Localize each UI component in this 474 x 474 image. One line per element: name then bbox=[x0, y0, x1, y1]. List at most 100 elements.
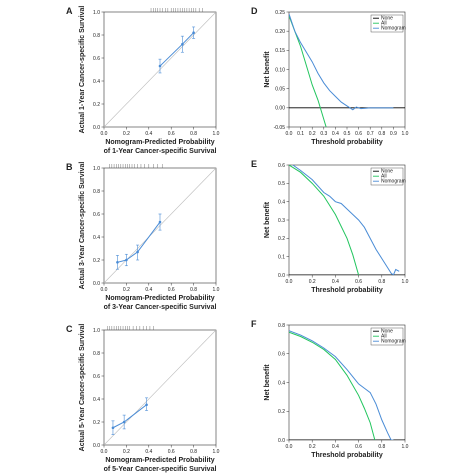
y-tick-label: 0.20 bbox=[275, 29, 285, 35]
x-tick-label: 0.4 bbox=[332, 131, 339, 137]
y-axis-label: Actual 5-Year Cancer-specific Survival bbox=[79, 324, 86, 452]
x-tick-label: 0.6 bbox=[168, 131, 175, 137]
plot-frame bbox=[103, 329, 217, 446]
x-tick-label: 0.0 bbox=[286, 131, 293, 137]
calibration-point bbox=[158, 220, 162, 224]
panel-label: F bbox=[251, 319, 257, 329]
legend-entry: All bbox=[381, 174, 387, 180]
calibration-point bbox=[145, 403, 148, 407]
y-tick-label: 0.5 bbox=[278, 181, 285, 187]
x-axis-label: of 3-Year Cancer-specific Survival bbox=[104, 304, 217, 311]
x-axis-label: Nomogram-Predicted Probability bbox=[105, 295, 214, 302]
legend-entry: All bbox=[381, 21, 387, 27]
y-tick-label: 0.4 bbox=[93, 79, 100, 85]
calibration-line bbox=[117, 221, 161, 263]
series-line-all bbox=[289, 331, 376, 440]
series-line-all bbox=[289, 15, 327, 127]
y-tick-label: 0.8 bbox=[278, 323, 285, 329]
legend-entry: All bbox=[381, 334, 387, 340]
y-tick-label: 0.10 bbox=[275, 67, 285, 73]
x-tick-label: 0.4 bbox=[145, 449, 152, 455]
panel-f: F 0.0 0.2 0.4 0.6 0.8 1.0 0.0 0.2 0.4 0.6 0.8 Thresh… bbox=[251, 319, 409, 459]
calibration-point bbox=[136, 250, 139, 254]
y-axis-label: Net benefit bbox=[264, 364, 271, 401]
x-tick-label: 0.3 bbox=[320, 131, 327, 137]
y-tick-label: 1.0 bbox=[93, 166, 100, 172]
calibration-point bbox=[111, 426, 115, 430]
x-tick-label: 0.9 bbox=[390, 131, 397, 137]
y-tick-label: 0.25 bbox=[275, 10, 285, 16]
x-tick-label: 0.0 bbox=[101, 449, 108, 455]
y-tick-label: 0.00 bbox=[275, 106, 285, 112]
y-tick-label: 0.8 bbox=[93, 189, 100, 195]
x-tick-label: 0.2 bbox=[309, 444, 316, 450]
calibration-line bbox=[112, 404, 147, 429]
legend-entry: None bbox=[381, 169, 393, 175]
x-axis-label: Threshold probability bbox=[311, 287, 383, 294]
x-tick-label: 0.0 bbox=[101, 287, 108, 293]
panel-label: D bbox=[251, 6, 258, 16]
y-axis-label: Net benefit bbox=[264, 51, 271, 88]
x-tick-label: 1.0 bbox=[402, 444, 409, 450]
y-tick-label: 0.0 bbox=[93, 443, 100, 449]
series-line-nomogram bbox=[289, 330, 394, 440]
calibration-point bbox=[116, 261, 119, 264]
x-tick-label: 0.6 bbox=[168, 287, 175, 293]
x-tick-label: 0.6 bbox=[355, 131, 362, 137]
x-tick-label: 0.6 bbox=[355, 444, 362, 450]
x-axis-label: of 5-Year Cancer-specific Survival bbox=[104, 466, 217, 473]
y-tick-label: -0.05 bbox=[274, 125, 286, 131]
x-tick-label: 0.2 bbox=[123, 287, 130, 293]
panel-label: C bbox=[66, 324, 73, 334]
panel-c: C 0.0 0.2 0.4 0.6 0.8 1.0 0.0 0.2 0.4 0.6 0.8 1.0 Nom… bbox=[66, 324, 220, 473]
x-axis-label: Threshold probability bbox=[311, 139, 383, 146]
legend-entry: Nomogram bbox=[381, 339, 406, 345]
x-tick-label: 0.0 bbox=[286, 444, 293, 450]
panel-label: B bbox=[66, 162, 73, 172]
legend-entry: Nomogram bbox=[381, 179, 406, 185]
y-tick-label: 0.4 bbox=[278, 199, 285, 205]
calibration-point bbox=[192, 31, 195, 34]
legend-entry: None bbox=[381, 329, 393, 335]
calibration-line bbox=[159, 32, 194, 67]
x-tick-label: 0.4 bbox=[145, 131, 152, 137]
y-tick-label: 0.6 bbox=[278, 163, 285, 169]
x-tick-label: 1.0 bbox=[402, 279, 409, 285]
panel-e: E 0.0 0.2 0.4 0.6 0.8 1.0 0.0 0.1 0.2 0.3 0.4 0.5 0.6… bbox=[251, 159, 409, 294]
panel-label: E bbox=[251, 159, 257, 169]
x-tick-label: 0.2 bbox=[123, 131, 130, 137]
y-tick-label: 0.6 bbox=[93, 56, 100, 62]
series-line-nomogram bbox=[292, 165, 400, 275]
x-tick-label: 0.0 bbox=[286, 279, 293, 285]
y-tick-label: 0.8 bbox=[93, 33, 100, 39]
y-tick-label: 0.2 bbox=[93, 102, 100, 108]
x-tick-label: 1.0 bbox=[213, 131, 220, 137]
panel-label: A bbox=[66, 6, 73, 16]
panel-b: B 0.0 0.2 0.4 0.6 0.8 1.0 0.0 0.2 0.4 0.6 0.8 1.0 Nom… bbox=[66, 162, 220, 311]
x-tick-label: 0.1 bbox=[297, 131, 304, 137]
y-tick-label: 0.0 bbox=[93, 281, 100, 287]
y-tick-label: 0.0 bbox=[278, 438, 285, 444]
y-tick-label: 0.6 bbox=[93, 212, 100, 218]
calibration-point bbox=[181, 42, 184, 46]
panel-a: A 0.0 0.2 0.4 0.6 0.8 1.0 0.0 0.2 0.4 0.6 0.8 1.0 Nom… bbox=[66, 6, 220, 155]
y-tick-label: 0.2 bbox=[93, 258, 100, 264]
series-line-all bbox=[289, 165, 360, 275]
series-line-nomogram bbox=[289, 13, 394, 111]
x-tick-label: 0.2 bbox=[309, 131, 316, 137]
y-axis-label: Actual 1-Year Cancer-specific Survival bbox=[79, 6, 86, 134]
x-axis-label: of 1-Year Cancer-specific Survival bbox=[104, 148, 217, 155]
y-tick-label: 0.2 bbox=[278, 409, 285, 415]
y-tick-label: 0.4 bbox=[278, 380, 285, 386]
x-tick-label: 0.4 bbox=[332, 279, 339, 285]
x-tick-label: 1.0 bbox=[402, 131, 409, 137]
y-tick-label: 0.4 bbox=[93, 397, 100, 403]
x-tick-label: 0.5 bbox=[344, 131, 351, 137]
x-axis-label: Threshold probability bbox=[311, 452, 383, 459]
x-tick-label: 0.4 bbox=[332, 444, 339, 450]
legend-entry: None bbox=[381, 16, 393, 22]
y-tick-label: 0.0 bbox=[93, 125, 100, 131]
y-tick-label: 0.05 bbox=[275, 86, 285, 92]
x-tick-label: 0.6 bbox=[168, 449, 175, 455]
